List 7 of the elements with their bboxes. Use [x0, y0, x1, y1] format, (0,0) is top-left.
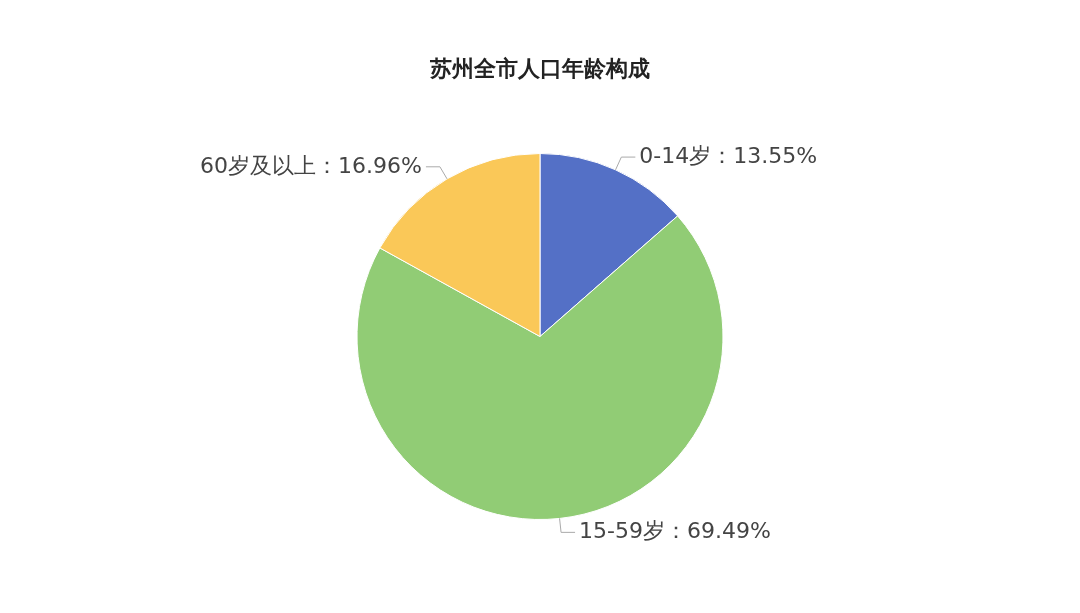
chart-title: 苏州全市人口年龄构成: [429, 55, 650, 81]
slice-label: 0-14岁: [639, 142, 712, 168]
data-label: ：16.96%: [316, 152, 422, 178]
slice-label: 60岁及以上: [200, 152, 317, 178]
data-label: ：13.55%: [711, 142, 818, 168]
data-label: ：69.49%: [664, 518, 771, 544]
slice-label: 15-59岁: [579, 518, 665, 544]
